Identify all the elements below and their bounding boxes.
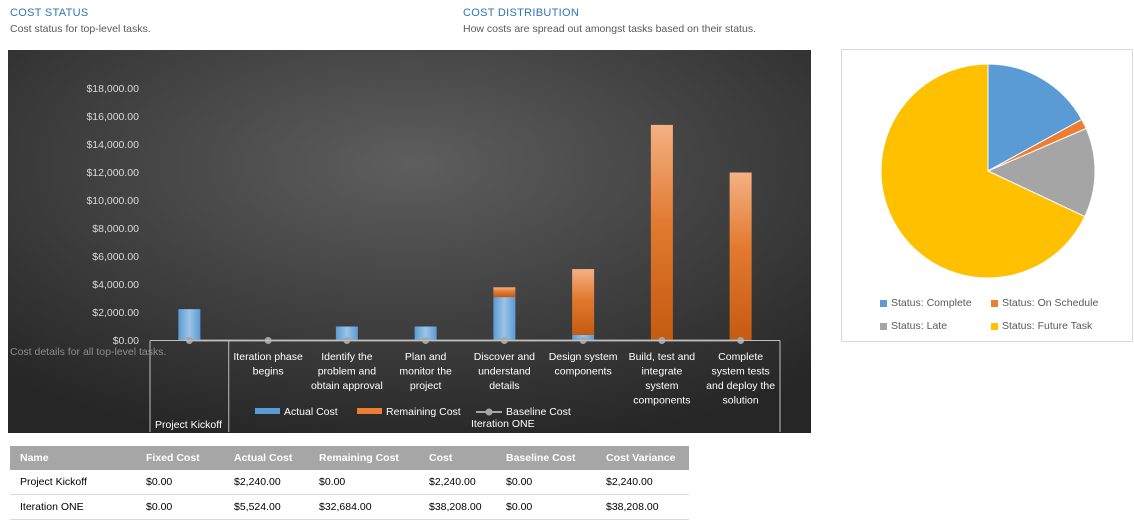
legend-remaining-cost-swatch — [357, 408, 382, 414]
chart-overlay-text: Cost details for all top-level tasks. — [10, 346, 166, 358]
y-tick-label: $18,000.00 — [86, 83, 139, 95]
cost-table: Name Fixed Cost Actual Cost Remaining Co… — [10, 446, 689, 520]
table-row[interactable]: Iteration ONE $0.00 $5,524.00 $32,684.00… — [10, 494, 689, 520]
cost-status-title: COST STATUS — [10, 7, 89, 19]
bar-actual-cost — [493, 297, 516, 341]
legend-status-on-schedule: Status: On Schedule — [991, 297, 1098, 309]
x-tick-label: Plan and monitor the project — [399, 351, 452, 392]
pie-slice — [986, 127, 1096, 218]
legend-swatch — [991, 299, 998, 307]
pie-slice — [987, 63, 1083, 172]
col-baseline-cost: Baseline Cost — [496, 446, 596, 470]
y-tick-label: $6,000.00 — [92, 251, 139, 263]
bar-actual-cost — [414, 326, 437, 341]
cell-baseline-cost: $0.00 — [496, 470, 596, 495]
chart-background — [8, 50, 811, 433]
x-tick-label: Discover and understand details — [474, 351, 535, 392]
bar-remaining-cost — [572, 269, 595, 335]
cost-distribution-pie — [880, 63, 1096, 279]
bar-actual-cost — [335, 326, 358, 341]
y-tick-label: $14,000.00 — [86, 139, 139, 151]
legend-label: Status: Late — [891, 320, 948, 332]
legend-baseline-cost-label: Baseline Cost — [506, 406, 571, 418]
table-header-row: Name Fixed Cost Actual Cost Remaining Co… — [10, 446, 689, 470]
x-tick-label: Build, test and integrate system components — [629, 351, 696, 407]
pie-slice — [880, 63, 1086, 279]
cell-fixed-cost: $0.00 — [136, 470, 224, 495]
cell-remaining-cost: $32,684.00 — [309, 494, 419, 520]
cell-cost: $2,240.00 — [419, 470, 496, 495]
y-tick-label: $4,000.00 — [92, 279, 139, 291]
cell-name: Iteration ONE — [10, 494, 136, 520]
group-label: Project Kickoff — [155, 419, 222, 431]
legend-swatch — [880, 322, 887, 330]
legend-actual-cost-swatch — [255, 408, 280, 414]
cell-actual-cost: $2,240.00 — [224, 470, 309, 495]
legend-label: Status: On Schedule — [1002, 297, 1099, 309]
col-fixed-cost: Fixed Cost — [136, 446, 224, 470]
col-cost: Cost — [419, 446, 496, 470]
y-tick-label: $12,000.00 — [86, 167, 139, 179]
cell-name: Project Kickoff — [10, 470, 136, 495]
table-row[interactable]: Project Kickoff $0.00 $2,240.00 $0.00 $2… — [10, 470, 689, 495]
legend-label: Status: Complete — [891, 297, 972, 309]
legend-actual-cost-label: Actual Cost — [284, 406, 338, 418]
legend-swatch — [991, 322, 998, 330]
y-tick-label: $2,000.00 — [92, 307, 139, 319]
cost-status-subtitle: Cost status for top-level tasks. — [10, 23, 151, 35]
y-tick-label: $10,000.00 — [86, 195, 139, 207]
legend-baseline-cost-marker — [485, 408, 493, 416]
cost-distribution-pie-panel[interactable]: Status: Complete Status: On Schedule Sta… — [841, 49, 1133, 342]
col-actual-cost: Actual Cost — [224, 446, 309, 470]
cell-baseline-cost: $0.00 — [496, 494, 596, 520]
y-tick-label: $0.00 — [113, 335, 139, 347]
legend-swatch — [880, 299, 887, 307]
col-cost-variance: Cost Variance — [596, 446, 689, 470]
bar-remaining-cost — [650, 124, 673, 341]
legend-remaining-cost-label: Remaining Cost — [386, 406, 461, 418]
bar-actual-cost — [178, 309, 201, 341]
cost-status-chart[interactable]: $0.00 $2,000.00 $4,000.00 $6,000.00 $8,000.0… — [8, 50, 811, 433]
bar-remaining-cost — [493, 287, 516, 298]
cell-fixed-cost: $0.00 — [136, 494, 224, 520]
x-tick-label: Design system components — [549, 351, 618, 378]
y-tick-label: $8,000.00 — [92, 223, 139, 235]
cell-cost-variance: $38,208.00 — [596, 494, 689, 520]
col-name: Name — [10, 446, 136, 470]
legend-label: Status: Future Task — [1002, 320, 1093, 332]
cell-cost-variance: $2,240.00 — [596, 470, 689, 495]
cost-distribution-subtitle: How costs are spread out amongst tasks b… — [463, 23, 756, 35]
legend-status-late: Status: Late — [880, 320, 947, 332]
cell-actual-cost: $5,524.00 — [224, 494, 309, 520]
legend-status-complete: Status: Complete — [880, 297, 972, 309]
bar-remaining-cost — [729, 172, 752, 341]
cost-distribution-title: COST DISTRIBUTION — [463, 7, 580, 19]
cell-remaining-cost: $0.00 — [309, 470, 419, 495]
x-tick-label: Complete system tests and deploy the soluti… — [706, 351, 775, 407]
x-tick-label: Iteration phase begins — [233, 351, 303, 378]
group-label: Iteration ONE — [471, 418, 535, 430]
x-tick-label: Identify the problem and obtain approval — [311, 351, 383, 392]
cell-cost: $38,208.00 — [419, 494, 496, 520]
y-tick-label: $16,000.00 — [86, 111, 139, 123]
col-remaining-cost: Remaining Cost — [309, 446, 419, 470]
legend-status-future-task: Status: Future Task — [991, 320, 1092, 332]
